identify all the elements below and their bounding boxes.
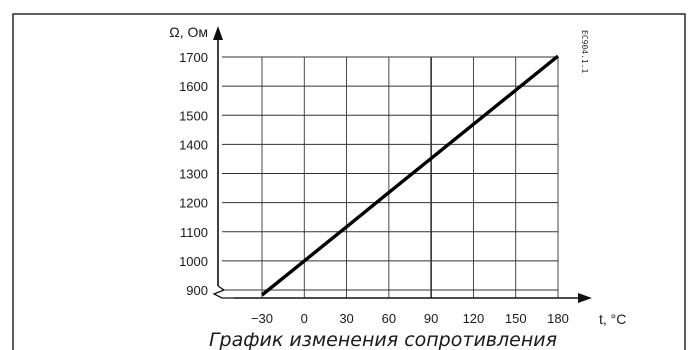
series-line-0: [260, 54, 560, 297]
axis-break-symbol: [212, 285, 234, 299]
y-axis-title: Ω, Ом: [169, 24, 208, 40]
x-tick-label: 180: [547, 311, 569, 326]
figure-code: EC904.1.1: [580, 30, 589, 74]
figure-caption: График изменения сопротивления: [209, 329, 557, 350]
x-tick-label: 150: [505, 311, 527, 326]
y-tick-label: 1500: [179, 108, 208, 123]
x-tick-labels: −30 0 30 60 90 120 150 180: [251, 311, 569, 326]
y-axis-arrow: [213, 26, 223, 40]
x-tick-label: 30: [339, 311, 353, 326]
x-axis-arrow: [578, 293, 592, 303]
y-tick-labels: 900 1000 1100 1200 1300 1400 1500 1600 1700: [179, 50, 208, 298]
x-tick-label: −30: [251, 311, 273, 326]
x-tick-label: 60: [382, 311, 396, 326]
x-axis-title: t, °C: [599, 311, 626, 327]
figure-border: [12, 13, 686, 350]
y-tick-label: 1600: [179, 79, 208, 94]
chart-series: [260, 54, 560, 297]
y-tick-label: 1300: [179, 167, 208, 182]
y-tick-label: 1700: [179, 50, 208, 65]
y-tick-label: 900: [186, 283, 208, 298]
y-tick-label: 1400: [179, 137, 208, 152]
y-tick-label: 1000: [179, 254, 208, 269]
x-tick-label: 90: [424, 311, 438, 326]
chart-axes: [212, 26, 592, 303]
x-tick-label: 120: [463, 311, 485, 326]
chart-grid: [222, 56, 559, 298]
y-tick-label: 1100: [180, 225, 208, 240]
x-tick-label: 0: [301, 311, 308, 326]
y-tick-label: 1200: [179, 196, 208, 211]
